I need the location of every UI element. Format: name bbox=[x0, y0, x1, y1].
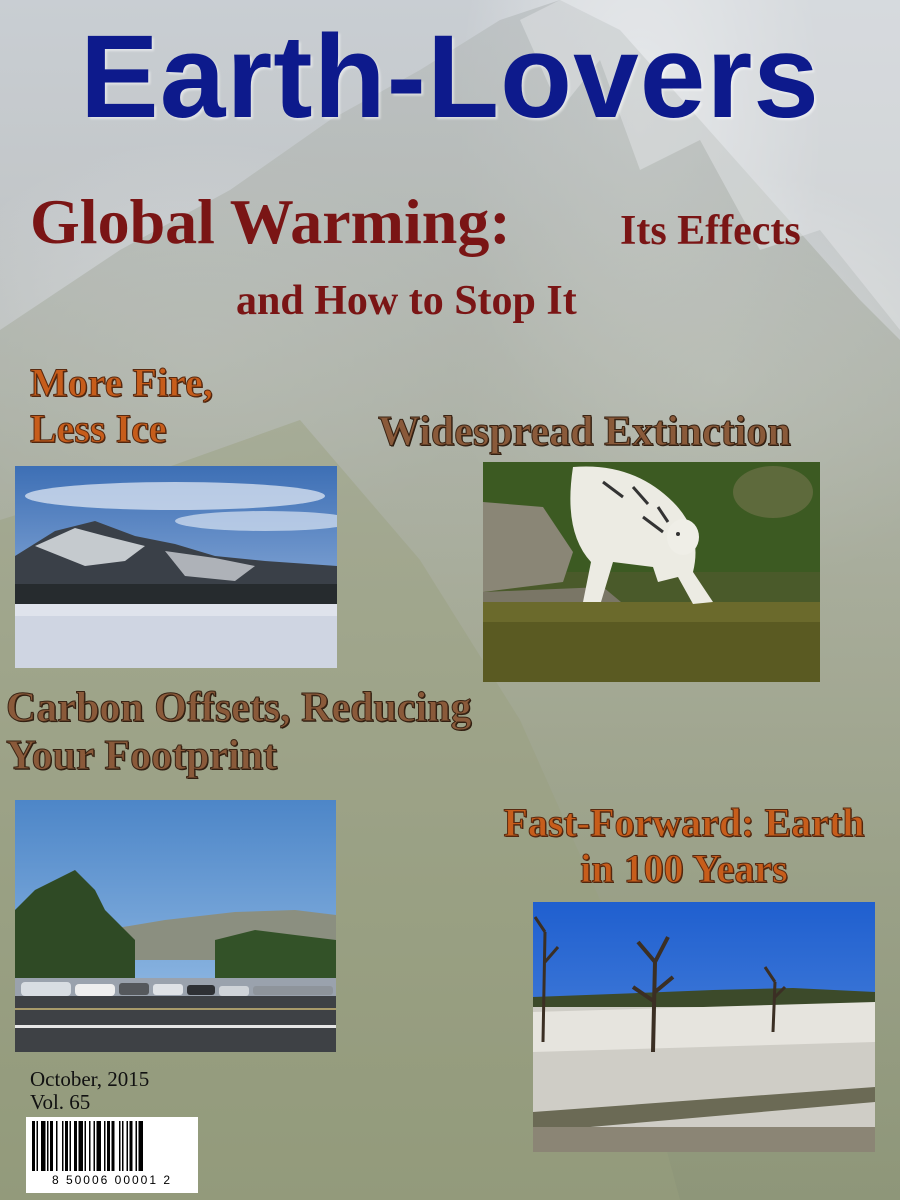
photo-white-tiger bbox=[483, 462, 820, 682]
barcode-bars bbox=[32, 1121, 143, 1171]
story-teaser-line: Fast-Forward: Earth bbox=[503, 800, 865, 846]
barcode-bar bbox=[69, 1121, 71, 1171]
story-teaser-line: Your Footprint bbox=[6, 733, 278, 780]
story-teaser-carbon-offsets: Carbon Offsets, Reducing Your Footprint bbox=[6, 684, 473, 781]
story-teaser-line: in 100 Years bbox=[580, 846, 788, 892]
cover-headline-rest: Its Effects bbox=[620, 208, 801, 254]
photo-road-traffic bbox=[15, 800, 336, 1052]
barcode: 8 50006 00001 2 bbox=[26, 1117, 198, 1193]
barcode-bar bbox=[62, 1121, 64, 1171]
photo-dead-trees bbox=[533, 902, 875, 1152]
cover-headline-main: Global Warming: bbox=[30, 186, 511, 257]
barcode-bar bbox=[93, 1121, 95, 1171]
barcode-bar bbox=[104, 1121, 106, 1171]
barcode-bar bbox=[119, 1121, 121, 1171]
story-teaser-line: Carbon Offsets, Reducing bbox=[6, 684, 473, 731]
issue-volume: Vol. 65 bbox=[30, 1090, 91, 1115]
barcode-bar bbox=[96, 1121, 101, 1171]
issue-date: October, 2015 bbox=[30, 1067, 150, 1091]
barcode-bar bbox=[89, 1121, 91, 1171]
barcode-bar bbox=[135, 1121, 137, 1171]
photo-snowy-mountain bbox=[15, 466, 337, 668]
barcode-bar bbox=[56, 1121, 58, 1171]
story-teaser-line: Less Ice bbox=[30, 406, 168, 452]
story-teaser-line: Widespread Extinction bbox=[378, 408, 792, 455]
issue-info: October, 2015 Vol. 65 bbox=[30, 1067, 150, 1115]
barcode-bar bbox=[65, 1121, 68, 1171]
story-teaser-line: More Fire, bbox=[30, 360, 214, 406]
barcode-bar bbox=[32, 1121, 35, 1171]
story-teaser-fast-forward: Fast-Forward: Earth in 100 Years bbox=[478, 800, 890, 892]
barcode-bar bbox=[84, 1121, 86, 1171]
barcode-bar bbox=[107, 1121, 110, 1171]
barcode-bar bbox=[36, 1121, 38, 1171]
barcode-bar bbox=[138, 1121, 143, 1171]
barcode-bar bbox=[129, 1121, 133, 1171]
barcode-bar bbox=[122, 1121, 124, 1171]
barcode-bar bbox=[47, 1121, 49, 1171]
barcode-bar bbox=[50, 1121, 53, 1171]
cover-headline-line2: and How to Stop It bbox=[236, 278, 577, 324]
barcode-bar bbox=[78, 1121, 83, 1171]
barcode-bar bbox=[41, 1121, 46, 1171]
story-teaser-extinction: Widespread Extinction bbox=[378, 408, 792, 456]
story-teaser-fire-ice: More Fire, Less Ice bbox=[30, 360, 214, 452]
magazine-masthead: Earth-Lovers bbox=[80, 11, 820, 143]
barcode-number: 8 50006 00001 2 bbox=[51, 1173, 173, 1187]
barcode-bar bbox=[74, 1121, 77, 1171]
barcode-bar bbox=[111, 1121, 115, 1171]
barcode-bar bbox=[126, 1121, 128, 1171]
